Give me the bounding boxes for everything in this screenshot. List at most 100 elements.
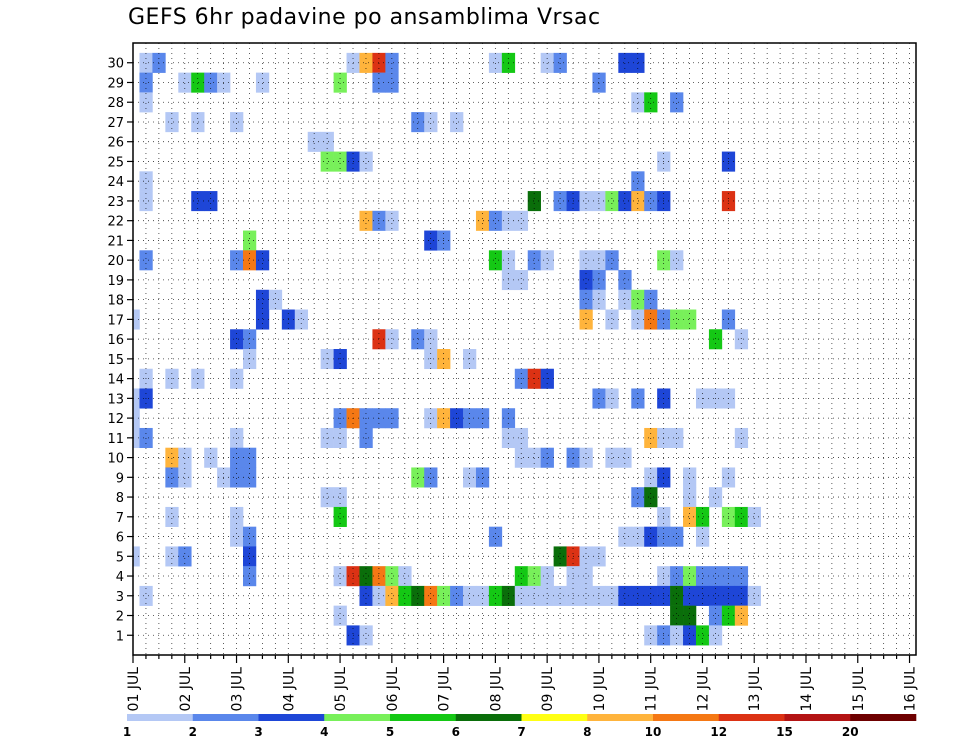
heat-cell: [514, 270, 529, 291]
legend-swatch: [587, 714, 654, 721]
heat-cell: [592, 191, 606, 212]
heat-cell: [230, 112, 244, 133]
heat-cell: [191, 191, 205, 212]
heat-cell: [488, 526, 503, 547]
heat-cell: [618, 585, 632, 606]
legend-swatch: [521, 714, 588, 721]
legend-label: 20: [842, 725, 859, 739]
y-tick-label: 18: [107, 294, 124, 309]
heat-cell: [372, 210, 386, 231]
x-tick-label: 11 JUL: [644, 667, 660, 712]
heat-cell: [243, 467, 257, 488]
heat-cell: [398, 585, 412, 606]
x-tick-label: 15 JUL: [851, 667, 867, 712]
heat-cell: [139, 72, 153, 93]
heat-cell: [540, 447, 554, 468]
heat-cell: [734, 585, 749, 606]
heat-cell: [553, 585, 567, 606]
heat-cell: [359, 625, 373, 646]
y-tick-label: 29: [107, 76, 124, 91]
heat-cell: [579, 289, 593, 310]
heat-cell: [631, 585, 645, 606]
heat-cell: [670, 625, 684, 646]
y-tick-label: 5: [116, 550, 124, 565]
legend-label: 2: [189, 725, 197, 739]
heat-cell: [243, 230, 257, 251]
heat-cell: [747, 506, 761, 527]
y-tick-label: 20: [107, 254, 124, 269]
heat-cell: [424, 467, 438, 488]
heat-cell: [579, 309, 593, 330]
heat-cell: [133, 408, 140, 429]
heat-cell: [670, 427, 684, 449]
heat-cell: [644, 625, 658, 646]
y-tick-label: 9: [116, 471, 124, 486]
legend-label: 12: [710, 725, 727, 739]
heat-cell: [488, 585, 503, 606]
heat-cell: [178, 447, 192, 468]
heat-cell: [243, 250, 257, 271]
heat-cell: [385, 329, 399, 350]
y-tick-label: 27: [107, 116, 124, 131]
legend-swatch: [258, 714, 325, 721]
x-tick-label: 09 JUL: [540, 667, 556, 712]
heat-cell: [644, 289, 658, 310]
heat-cell: [514, 566, 529, 587]
legend-label: 10: [645, 725, 662, 739]
heat-cell: [178, 72, 192, 93]
heat-cell: [385, 52, 399, 73]
heat-cell: [372, 329, 386, 350]
heat-cell: [255, 309, 270, 330]
heat-cell: [133, 388, 140, 409]
heat-cell: [683, 506, 697, 527]
legend-label: 3: [254, 725, 262, 739]
x-tick-label: 07 JUL: [437, 667, 453, 712]
heat-cell: [695, 526, 710, 547]
x-tick-label: 04 JUL: [281, 667, 297, 712]
heat-cell: [191, 112, 205, 133]
heat-cell: [514, 447, 529, 468]
heat-cell: [255, 289, 270, 310]
heat-cell: [307, 131, 321, 152]
y-tick-label: 23: [107, 195, 124, 210]
heat-cell: [488, 250, 503, 271]
heat-cell: [230, 447, 244, 468]
heat-cell: [618, 289, 632, 310]
heat-cell: [359, 566, 373, 587]
heat-cell: [133, 427, 140, 449]
x-tick-label: 03 JUL: [230, 667, 246, 712]
heat-cell: [631, 487, 645, 508]
heat-cell: [631, 309, 645, 330]
heat-cell: [204, 191, 218, 212]
heat-cell: [644, 526, 658, 547]
y-tick-label: 12: [107, 412, 124, 427]
heat-cell: [708, 605, 723, 626]
heat-cell: [540, 250, 554, 271]
y-tick-label: 24: [107, 175, 124, 190]
heat-cell: [734, 329, 749, 350]
heat-cell: [372, 72, 386, 93]
heat-cell: [514, 427, 529, 449]
heat-cell: [204, 72, 218, 93]
heat-cell: [385, 585, 399, 606]
x-tick-label: 01 JUL: [126, 667, 142, 712]
heat-cell: [734, 506, 749, 527]
heat-cell: [372, 566, 386, 587]
heat-cell: [333, 487, 347, 508]
heat-cell: [592, 289, 606, 310]
heat-cell: [605, 585, 619, 606]
legend-swatch: [127, 714, 194, 721]
heat-cell: [631, 171, 645, 192]
heat-cell: [527, 447, 541, 468]
y-tick-label: 25: [107, 155, 124, 170]
heat-cell: [450, 112, 464, 133]
heat-cell: [230, 506, 244, 527]
heat-cell: [165, 546, 179, 567]
heat-cell: [579, 191, 593, 212]
heat-cell: [579, 250, 593, 271]
legend-label: 1: [123, 725, 131, 739]
heat-cell: [631, 289, 645, 310]
heat-cell: [734, 566, 749, 587]
heat-cell: [527, 585, 541, 606]
color-legend: 1 2 3 4 5 6 7 8 10 12 15 20: [123, 714, 917, 739]
